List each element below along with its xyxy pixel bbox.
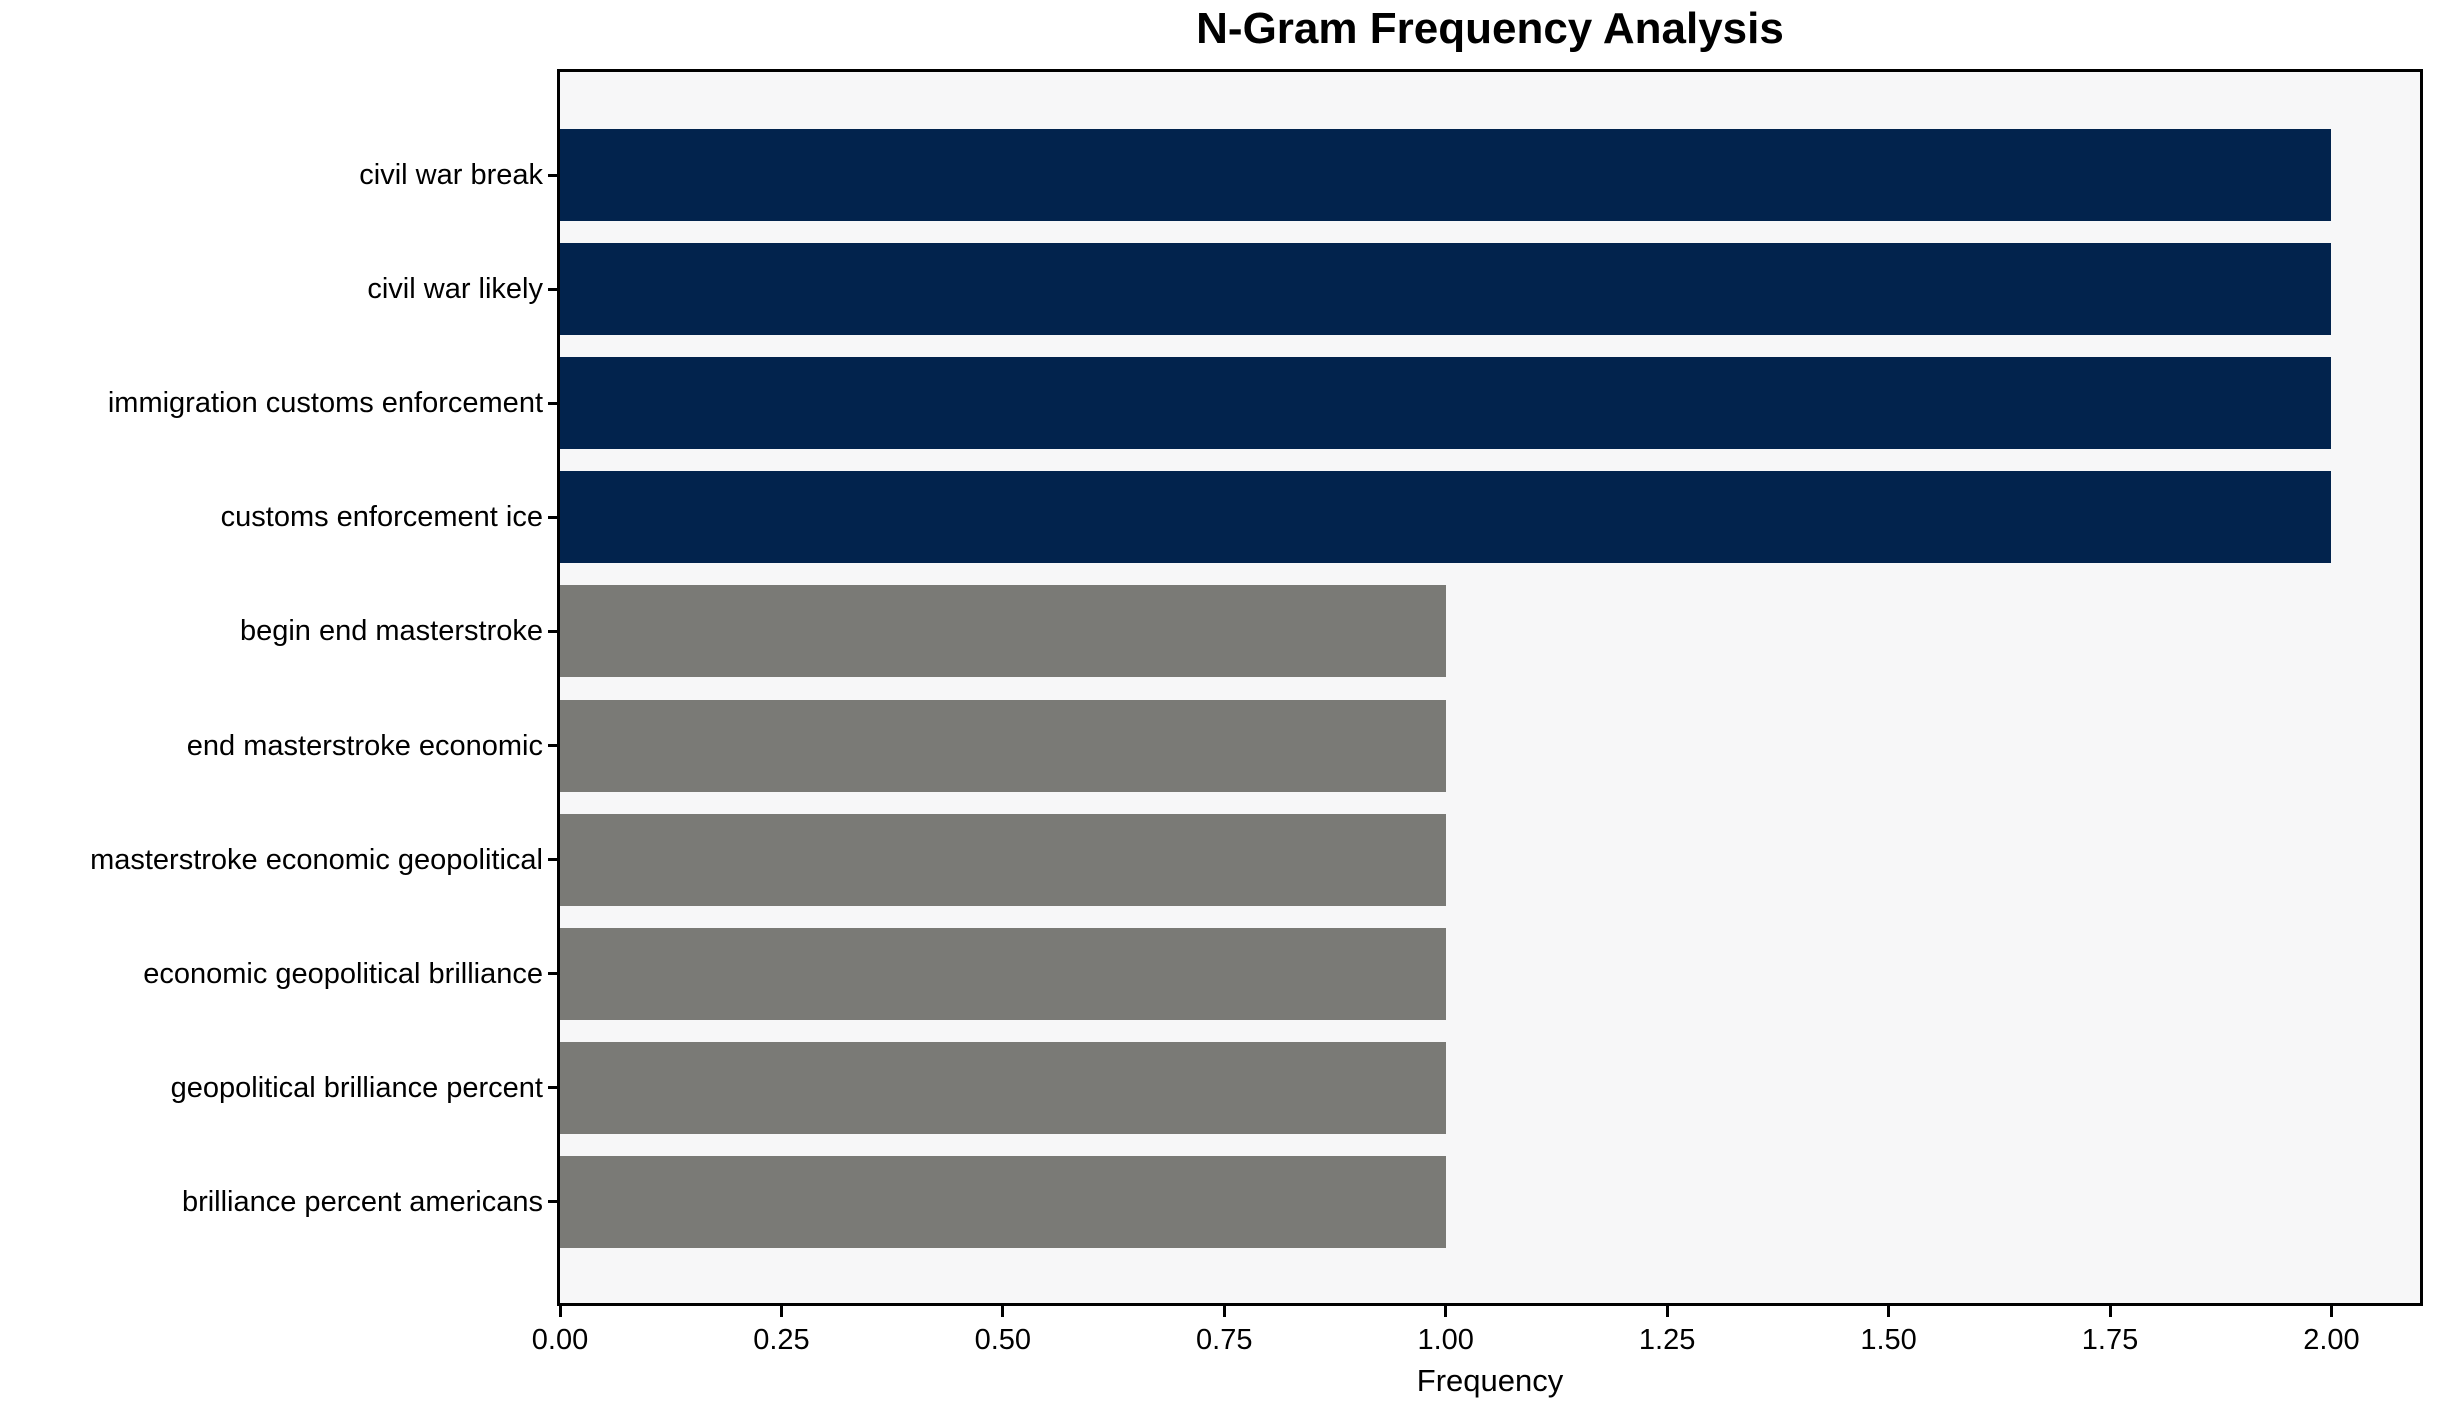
x-tick-label: 1.25 [1638, 1324, 1696, 1356]
y-tick-label: brilliance percent americans [181, 1185, 543, 1218]
x-tick-mark [1665, 1303, 1669, 1317]
x-tick-mark [558, 1303, 562, 1317]
bar-brilliance-percent-americans [560, 1155, 1446, 1248]
y-tick-mark [548, 1086, 560, 1090]
x-tick-label: 1.75 [2081, 1324, 2139, 1356]
y-tick-label: economic geopolitical brilliance [143, 957, 543, 990]
bar-civil-war-likely [560, 243, 2332, 336]
y-tick-mark [548, 744, 560, 747]
x-tick-mark [1444, 1303, 1448, 1317]
x-tick-label: 2.00 [2303, 1324, 2360, 1356]
y-tick-label: customs enforcement ice [220, 501, 543, 534]
x-tick-mark [1222, 1303, 1226, 1317]
y-tick-mark [548, 515, 560, 519]
x-tick-label: 1.50 [1860, 1324, 1917, 1356]
x-tick-mark [1001, 1303, 1005, 1317]
y-tick-mark [548, 858, 560, 862]
x-tick-mark [779, 1303, 783, 1317]
bar-begin-end-masterstroke [560, 585, 1446, 678]
y-tick-mark [548, 287, 560, 291]
y-tick-label: immigration customs enforcement [107, 387, 543, 420]
x-tick-label: 0.25 [753, 1324, 810, 1356]
x-tick-label: 0.75 [1196, 1324, 1253, 1356]
bar-civil-war-break [560, 129, 2332, 221]
x-axis-title: Frequency [1416, 1363, 1564, 1398]
plot-area [560, 72, 2420, 1303]
x-tick-label: 0.00 [531, 1324, 589, 1356]
y-tick-label: masterstroke economic geopolitical [90, 843, 543, 876]
bar-customs-enforcement-ice [560, 471, 2332, 564]
chart-title: N-Gram Frequency Analysis [1196, 4, 1784, 53]
y-tick-label: begin end masterstroke [239, 615, 543, 648]
y-tick-mark [548, 401, 560, 405]
bar-end-masterstroke-economic [560, 699, 1446, 792]
bar-immigration-customs-enforcement [560, 357, 2332, 450]
y-tick-mark [548, 629, 560, 633]
bar-geopolitical-brilliance-percent [560, 1041, 1446, 1134]
x-tick-mark [2329, 1303, 2333, 1317]
x-tick-label: 0.50 [974, 1324, 1032, 1356]
y-tick-label: civil war break [359, 159, 543, 191]
y-tick-label: end masterstroke economic [186, 729, 543, 762]
bar-economic-geopolitical-brilliance [560, 927, 1446, 1020]
y-tick-label: geopolitical brilliance percent [170, 1071, 543, 1104]
x-tick-mark [2108, 1303, 2112, 1317]
bar-masterstroke-economic-geopolitical [560, 813, 1446, 906]
y-tick-label: civil war likely [367, 273, 543, 306]
y-tick-mark [548, 173, 560, 177]
x-tick-mark [1887, 1303, 1891, 1317]
x-tick-label: 1.00 [1417, 1324, 1474, 1356]
y-tick-mark [548, 972, 560, 976]
y-tick-mark [548, 1200, 560, 1204]
